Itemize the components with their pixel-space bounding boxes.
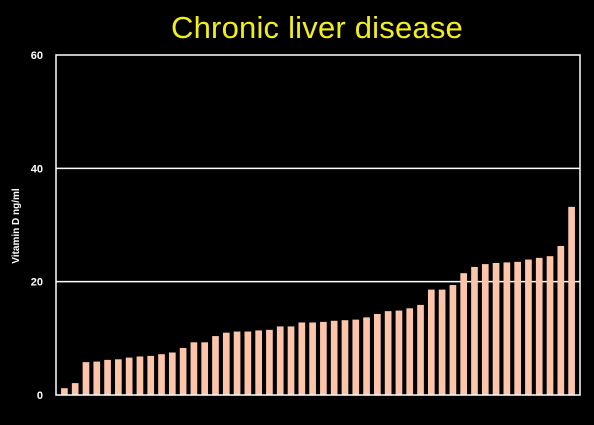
bar-14 [201, 342, 209, 395]
bar-26 [330, 320, 338, 395]
bar-11 [168, 352, 176, 395]
bar-20 [266, 329, 273, 395]
bar-45 [535, 257, 543, 395]
bar-13 [190, 342, 198, 395]
bar-2 [71, 383, 79, 395]
bar-36 [438, 289, 446, 395]
bar-27 [341, 320, 349, 395]
y-tick-labels: 0 20 40 60 [31, 50, 43, 402]
bar-35 [427, 289, 435, 395]
bar-37 [449, 285, 457, 395]
bar-4 [93, 361, 101, 395]
bar-31 [384, 311, 392, 395]
bar-39 [471, 266, 478, 395]
bar-48 [568, 206, 575, 395]
bar-18 [244, 331, 252, 395]
bar-9 [147, 355, 155, 395]
bar-16 [222, 332, 230, 395]
bar-47 [557, 245, 565, 395]
bar-40 [481, 264, 489, 395]
bar-32 [395, 310, 403, 395]
chart-title: Chronic liver disease [171, 10, 463, 45]
bar-7 [125, 357, 133, 395]
bar-23 [298, 322, 306, 395]
bar-17 [233, 331, 241, 395]
bar-24 [309, 322, 316, 395]
bar-1 [61, 388, 68, 395]
bar-30 [374, 313, 381, 395]
plot-frame [55, 54, 581, 396]
bar-21 [276, 326, 284, 395]
bar-43 [514, 261, 521, 395]
y-tick-label-40: 40 [31, 163, 43, 175]
bar-3 [82, 362, 90, 395]
bar-6 [115, 359, 122, 395]
bar-15 [212, 336, 219, 395]
y-tick-label-20: 20 [31, 277, 43, 289]
gridlines [56, 167, 580, 283]
y-axis-label: Vitamin D ng/ml [11, 188, 22, 264]
bar-29 [363, 317, 370, 395]
bar-44 [525, 259, 532, 395]
y-tick-label-60: 60 [31, 50, 43, 62]
bars [61, 206, 575, 395]
bar-25 [320, 321, 327, 395]
bar-33 [406, 308, 414, 395]
bar-10 [158, 354, 165, 395]
bar-19 [255, 330, 262, 395]
bar-41 [492, 262, 500, 395]
bar-28 [352, 319, 360, 395]
y-tick-label-0: 0 [37, 390, 43, 402]
bar-22 [287, 326, 295, 395]
bar-12 [179, 347, 187, 395]
bar-42 [503, 262, 511, 395]
bar-34 [417, 304, 424, 395]
bar-5 [104, 359, 111, 395]
bar-38 [460, 273, 468, 395]
bar-8 [136, 356, 144, 395]
bar-46 [546, 256, 554, 395]
